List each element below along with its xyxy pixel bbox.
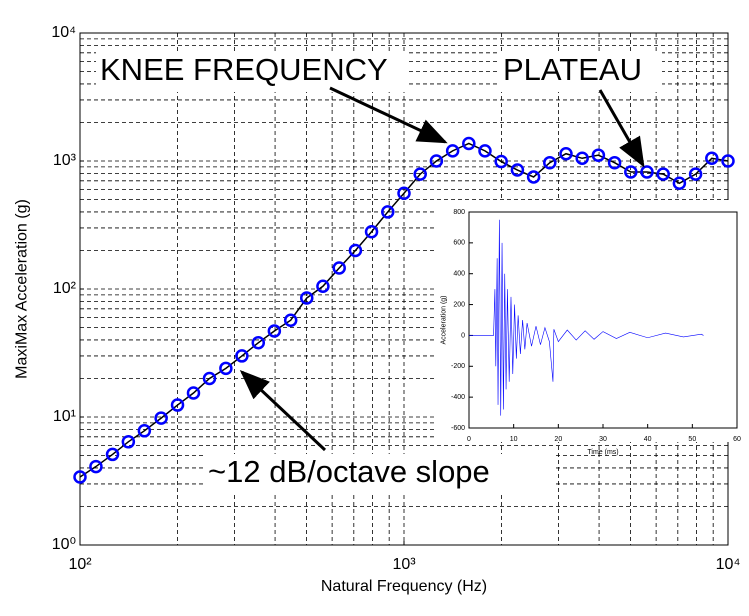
- x-tick-label: 60: [733, 436, 741, 443]
- annotation-box: [204, 454, 556, 494]
- data-point: [105, 447, 120, 462]
- data-point: [202, 371, 217, 386]
- annotation-box: [96, 52, 408, 92]
- data-point: [397, 186, 411, 200]
- y-tick-label: 10²: [53, 280, 77, 297]
- data-point: [348, 243, 363, 258]
- data-point: [89, 459, 103, 474]
- series-line: [469, 219, 704, 416]
- data-point: [559, 146, 573, 161]
- data-point: [640, 165, 654, 179]
- data-point: [705, 151, 719, 166]
- x-tick-label: 10²: [68, 556, 92, 573]
- y-tick-label: 10³: [53, 152, 77, 169]
- y-axis-label: Acceleration (g): [441, 295, 448, 344]
- annotation: ~12 dB/octave slope: [208, 454, 490, 489]
- y-tick-label: 800: [453, 209, 465, 216]
- y-tick-label: 10⁴: [51, 24, 76, 41]
- x-tick-label: 20: [554, 436, 562, 443]
- y-tick-label: 10⁰: [52, 536, 76, 553]
- inset-plot: 0 10 20 30 40 50 60 -600 -400 -200 0 200 400 600 800 Ti…: [441, 209, 741, 456]
- data-point: [413, 167, 427, 181]
- y-tick-label: 400: [453, 271, 465, 278]
- annotation: KNEE FREQUENCY: [100, 52, 388, 87]
- data-point: [510, 163, 525, 177]
- data-point: [721, 154, 735, 168]
- annotation-box: [498, 52, 662, 92]
- x-tick-label: 10³: [392, 556, 416, 573]
- x-tick-label: 40: [644, 436, 652, 443]
- data-point: [299, 291, 314, 305]
- data-point: [73, 470, 87, 484]
- y-tick-label: 600: [453, 240, 465, 247]
- plot-frame: [468, 211, 738, 429]
- data-point: [445, 144, 460, 158]
- data-point: [494, 154, 508, 169]
- inset-background: [436, 200, 746, 442]
- data-point: [429, 154, 444, 168]
- data-point: [186, 386, 201, 400]
- x-tick-label: 30: [599, 436, 607, 443]
- data-point: [364, 225, 379, 239]
- data-point: [154, 411, 168, 425]
- data-point: [332, 261, 346, 275]
- arrow: [598, 89, 645, 168]
- arrow: [239, 369, 327, 452]
- data-point: [672, 176, 687, 191]
- data-point: [283, 313, 298, 327]
- data-point: [656, 167, 670, 181]
- y-tick-label: -200: [451, 363, 465, 370]
- y-tick-label: 0: [461, 332, 465, 339]
- y-tick-label: -400: [451, 394, 465, 401]
- y-tick-label: -600: [451, 425, 465, 432]
- data-point: [688, 167, 703, 181]
- data-point: [316, 279, 330, 294]
- x-tick-label: 10: [510, 436, 518, 443]
- data-point: [251, 336, 266, 350]
- data-point: [381, 205, 395, 219]
- x-tick-label: 50: [688, 436, 696, 443]
- data-point: [219, 361, 233, 376]
- data-point: [575, 151, 589, 166]
- data-point: [170, 398, 185, 412]
- x-tick-label: 0: [467, 436, 471, 443]
- data-point: [462, 136, 476, 151]
- x-tick-label: 10⁴: [716, 556, 741, 573]
- y-axis-label: MaxiMax Acceleration (g): [14, 199, 31, 379]
- data-point: [591, 148, 606, 162]
- data-point: [267, 324, 282, 338]
- data-point: [235, 349, 249, 363]
- y-tick-label: 200: [453, 301, 465, 308]
- arrow: [329, 86, 448, 144]
- data-point: [137, 424, 152, 438]
- x-axis-label: Time (ms): [587, 449, 618, 456]
- annotation: PLATEAU: [503, 52, 642, 87]
- data-point: [526, 170, 541, 184]
- data-point: [121, 435, 136, 449]
- x-axis-label: Natural Frequency (Hz): [321, 578, 487, 595]
- y-tick-label: 10¹: [53, 408, 76, 425]
- data-point: [478, 144, 492, 158]
- data-point: [543, 155, 557, 170]
